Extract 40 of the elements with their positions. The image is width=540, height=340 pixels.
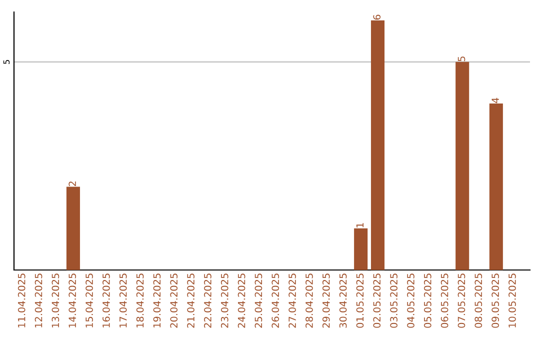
x-tick-label: 27.04.2025 bbox=[288, 274, 296, 328]
x-tick-label: 18.04.2025 bbox=[136, 274, 144, 328]
x-tick-label: 11.04.2025 bbox=[18, 274, 26, 328]
x-tick-label: 13.04.2025 bbox=[52, 274, 60, 328]
data-label: 6 bbox=[373, 14, 381, 20]
x-tick-label: 09.05.2025 bbox=[492, 274, 499, 328]
bar bbox=[354, 228, 368, 270]
data-label: 5 bbox=[458, 56, 466, 62]
x-tick-label: 15.04.2025 bbox=[86, 274, 93, 328]
bar bbox=[489, 104, 503, 270]
bar bbox=[456, 62, 470, 270]
x-tick-label: 21.04.2025 bbox=[187, 274, 194, 328]
x-tick-label: 19.04.2025 bbox=[153, 274, 161, 328]
x-tick-label: 29.04.2025 bbox=[322, 274, 330, 328]
data-label: 2 bbox=[68, 182, 76, 186]
x-tick-label: 28.04.2025 bbox=[306, 274, 313, 328]
x-tick-label: 20.04.2025 bbox=[170, 274, 178, 328]
x-tick-label: 04.05.2025 bbox=[407, 274, 414, 328]
x-tick-label: 22.04.2025 bbox=[204, 274, 212, 328]
x-tick-label: 01.05.2025 bbox=[356, 274, 364, 328]
x-tick-label: 10.05.2025 bbox=[508, 274, 516, 328]
bar bbox=[370, 20, 385, 270]
x-tick-label: 02.05.2025 bbox=[373, 274, 381, 328]
data-label: 4 bbox=[492, 98, 499, 104]
data-label: 1 bbox=[356, 223, 364, 228]
x-tick-label: 24.04.2025 bbox=[238, 274, 246, 328]
x-tick-label: 17.04.2025 bbox=[119, 274, 127, 328]
x-tick-label: 26.04.2025 bbox=[272, 274, 280, 328]
x-tick-label: 16.04.2025 bbox=[102, 274, 110, 328]
x-tick-label: 25.04.2025 bbox=[254, 274, 262, 328]
x-tick-label: 30.04.2025 bbox=[339, 274, 347, 328]
x-tick-label: 07.05.2025 bbox=[458, 274, 466, 328]
x-tick-label: 05.05.2025 bbox=[424, 274, 432, 328]
x-tick-label: 14.04.2025 bbox=[68, 274, 76, 328]
bar bbox=[66, 186, 80, 270]
x-tick-label: 08.05.2025 bbox=[474, 274, 482, 328]
x-tick-label: 23.04.2025 bbox=[220, 274, 228, 328]
x-tick-label: 03.05.2025 bbox=[390, 274, 398, 328]
x-tick-label: 06.05.2025 bbox=[440, 274, 448, 328]
x-tick-label: 12.04.2025 bbox=[34, 274, 42, 328]
